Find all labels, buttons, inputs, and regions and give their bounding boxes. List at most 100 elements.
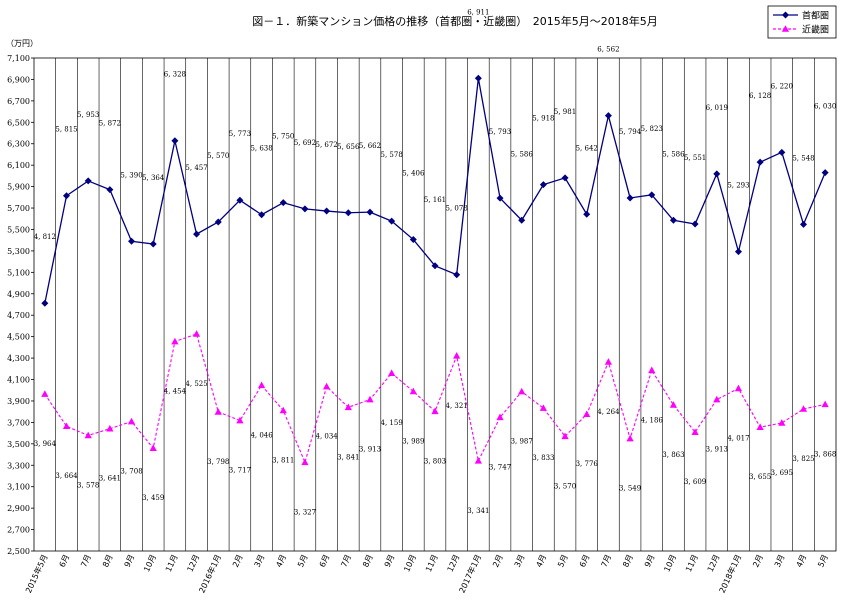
legend-marker-2	[781, 25, 790, 32]
data-label: 3, 708	[120, 468, 142, 476]
data-point-marker	[366, 208, 374, 216]
data-label: 3, 868	[814, 450, 836, 458]
data-point-marker	[214, 408, 222, 415]
data-point-marker	[84, 431, 92, 439]
data-label: 3, 664	[55, 472, 78, 480]
y-tick-label: 3,100	[7, 483, 30, 492]
data-point-marker	[713, 395, 721, 403]
x-tick-label: 11月	[424, 553, 440, 573]
data-point-marker	[583, 410, 591, 418]
data-point-marker	[279, 406, 287, 414]
data-point-marker	[171, 337, 179, 345]
y-tick-label: 4,700	[7, 311, 30, 320]
data-label: 3, 341	[467, 507, 489, 515]
data-point-marker	[669, 216, 677, 224]
data-label: 3, 964	[34, 440, 57, 448]
data-point-marker	[236, 416, 244, 424]
data-label: 5, 578	[381, 151, 403, 159]
x-tick-label: 4月	[795, 553, 809, 569]
data-point-marker	[366, 395, 374, 403]
data-label: 3, 717	[229, 467, 251, 475]
y-tick-label: 3,500	[7, 440, 30, 449]
data-label: 3, 655	[749, 473, 771, 481]
data-point-marker	[539, 404, 547, 411]
data-label: 3, 549	[619, 485, 641, 493]
data-label: 5, 662	[359, 142, 381, 150]
y-tick-label: 6,500	[7, 118, 30, 127]
data-label: 3, 798	[207, 458, 229, 466]
x-tick-label: 10月	[402, 553, 418, 573]
data-label: 3, 578	[77, 481, 99, 489]
data-point-marker	[301, 458, 309, 466]
y-tick-label: 6,300	[7, 140, 30, 149]
x-tick-label: 9月	[383, 553, 397, 569]
data-label: 3, 570	[554, 482, 576, 490]
data-point-marker	[496, 413, 504, 421]
x-tick-label: 12月	[706, 553, 722, 573]
data-label: 5, 548	[792, 154, 814, 162]
x-tick-label: 10月	[142, 553, 158, 573]
data-label: 5, 672	[315, 141, 337, 149]
data-label: 3, 825	[792, 455, 814, 463]
data-point-marker	[323, 382, 331, 390]
data-label: 4, 812	[34, 233, 56, 241]
x-tick-label: 12月	[446, 553, 462, 573]
y-tick-label: 2,700	[7, 526, 30, 535]
data-point-marker	[62, 422, 71, 430]
data-label: 3, 747	[489, 463, 511, 471]
data-point-marker	[691, 428, 699, 435]
data-point-marker	[691, 220, 699, 228]
data-label: 6, 030	[814, 103, 836, 111]
data-point-marker	[626, 194, 634, 202]
data-point-marker	[41, 390, 49, 397]
data-label: 3, 811	[272, 456, 294, 464]
x-tick-label: 7月	[79, 553, 93, 569]
data-label: 5, 586	[511, 150, 534, 158]
data-label: 3, 776	[576, 460, 599, 468]
data-point-marker	[279, 199, 287, 207]
data-point-marker	[388, 369, 396, 376]
y-tick-label: 5,500	[7, 225, 30, 234]
data-label: 3, 841	[337, 453, 359, 461]
y-tick-label: 5,900	[7, 183, 30, 192]
y-tick-label: 5,700	[7, 204, 30, 213]
data-point-marker	[149, 444, 157, 452]
data-label: 4, 046	[250, 431, 273, 439]
x-tick-label: 6月	[318, 553, 332, 569]
x-tick-label: 2017年1月	[457, 553, 484, 595]
data-point-marker	[344, 403, 352, 411]
data-point-marker	[431, 407, 439, 415]
data-label: 6, 128	[749, 92, 771, 100]
legend-label-1: 首都圏	[802, 10, 829, 22]
data-point-marker	[734, 248, 742, 256]
data-label: 5, 794	[619, 128, 642, 136]
data-point-marker	[127, 417, 136, 425]
data-label: 6, 019	[706, 104, 728, 112]
y-tick-label: 4,100	[7, 376, 30, 385]
data-point-marker	[756, 423, 764, 431]
data-label: 5, 656	[337, 143, 360, 151]
data-point-marker	[561, 432, 569, 440]
data-point-marker	[258, 211, 266, 219]
x-tick-label: 9月	[123, 553, 137, 569]
x-tick-label: 6月	[58, 553, 72, 569]
data-point-marker	[214, 218, 222, 226]
x-tick-label: 8月	[621, 553, 635, 569]
data-label: 5, 981	[554, 108, 576, 116]
x-tick-label: 5月	[556, 553, 570, 569]
x-tick-label: 4月	[535, 553, 549, 569]
data-label: 6, 328	[164, 71, 186, 79]
data-point-marker	[431, 262, 439, 270]
data-label: 4, 525	[185, 380, 207, 388]
data-point-marker	[193, 230, 201, 238]
data-point-marker	[756, 158, 764, 166]
data-label: 3, 695	[771, 469, 793, 477]
data-point-marker	[518, 216, 526, 224]
data-label: 4, 159	[381, 419, 403, 427]
x-tick-label: 12月	[186, 553, 202, 573]
series-line-1	[44, 78, 826, 304]
data-point-marker	[171, 137, 179, 145]
data-point-marker	[799, 220, 807, 228]
data-point-marker	[236, 196, 244, 204]
